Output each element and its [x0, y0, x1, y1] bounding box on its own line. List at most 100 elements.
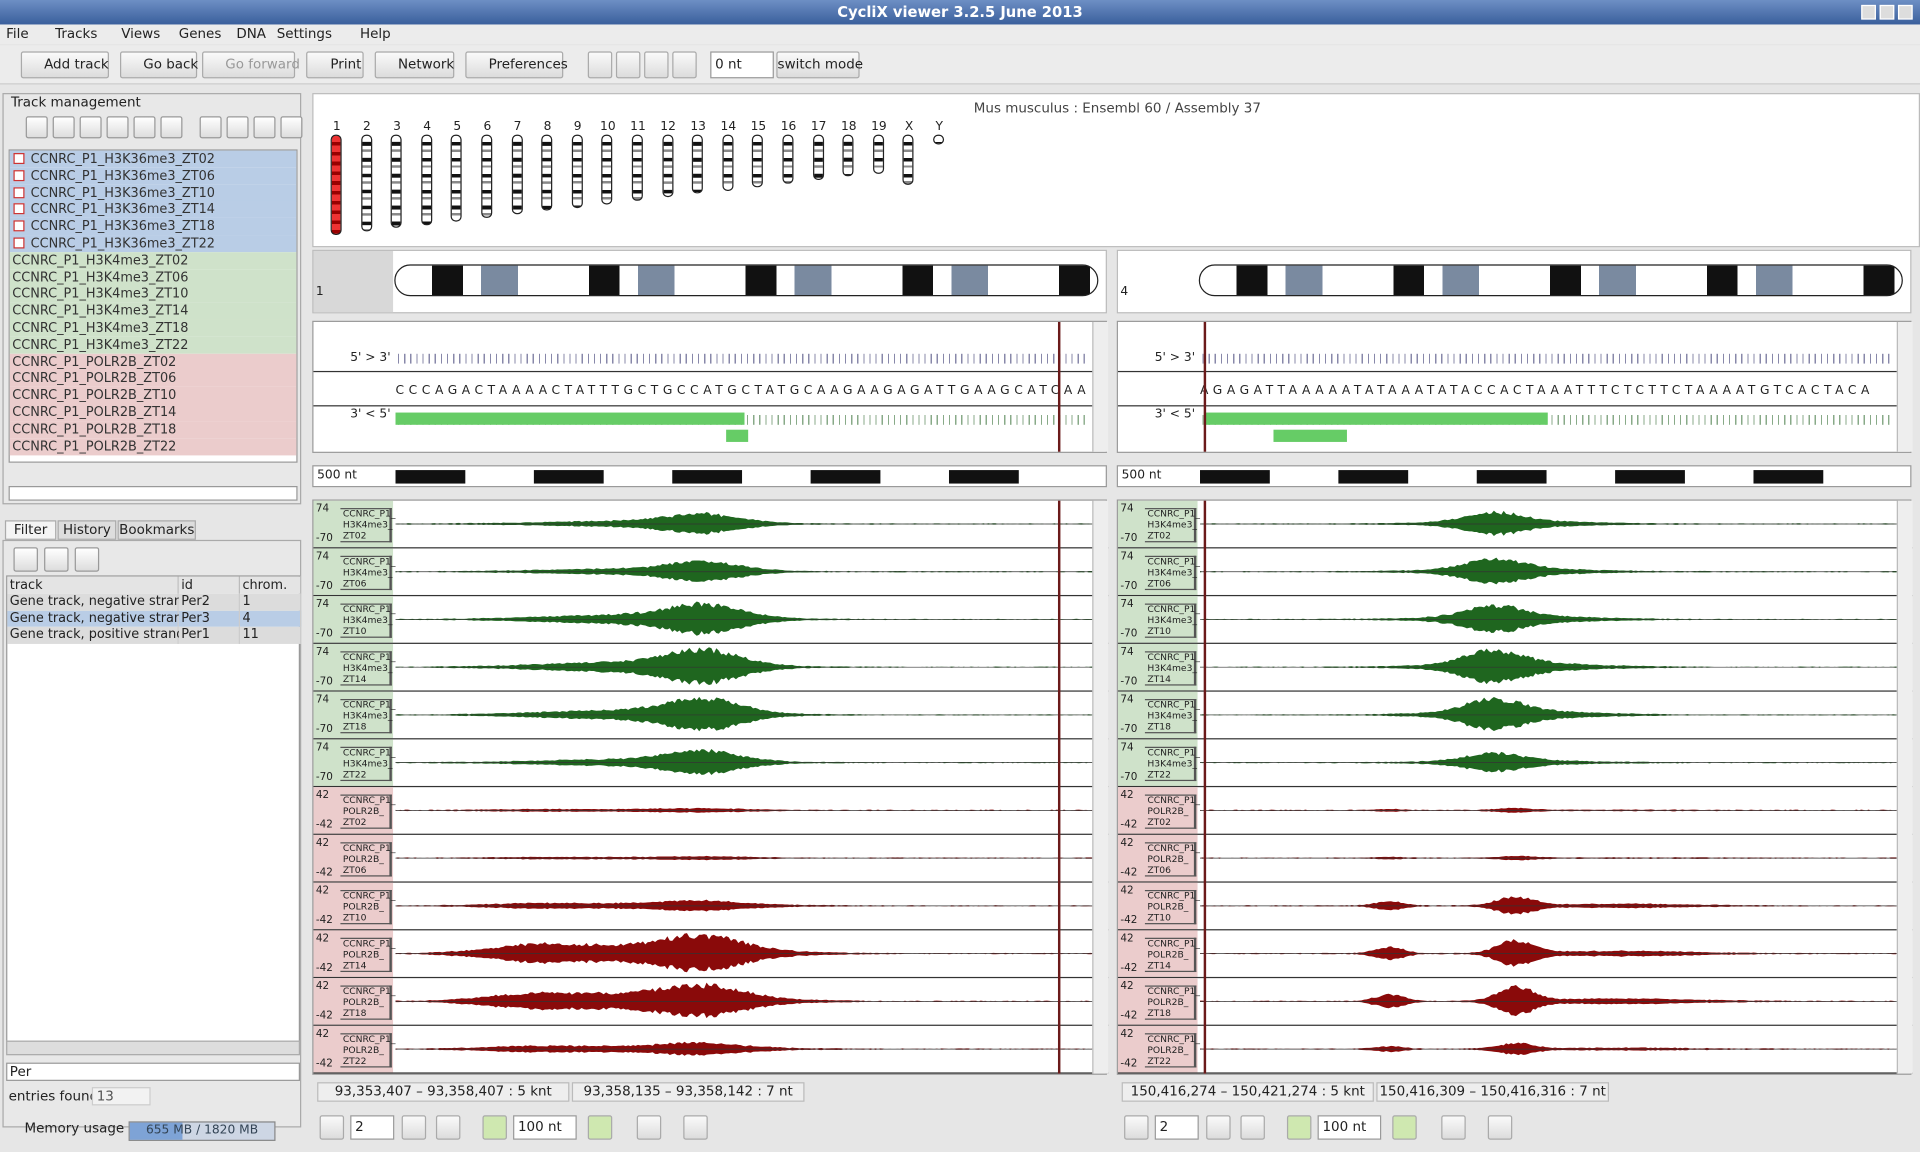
fit-button[interactable] [1240, 1115, 1265, 1140]
track-row[interactable]: CCNRC_P1_H3K4me3_ZT10 [9, 285, 297, 303]
remove-icon[interactable] [13, 169, 25, 181]
toolbar-icon[interactable] [644, 51, 669, 79]
track-row[interactable]: CCNRC_P1_H3K4me3_ZT14 [9, 302, 297, 320]
table-cell[interactable]: Per1 [178, 626, 241, 644]
step-forward[interactable] [1392, 1115, 1417, 1140]
v-scrollbar[interactable] [1896, 321, 1913, 452]
table-cell[interactable]: 4 [240, 610, 302, 627]
chromosome[interactable] [692, 134, 704, 194]
chromosome-label[interactable]: Y [935, 119, 943, 134]
menu-item[interactable]: Tracks [55, 25, 98, 42]
chromosome-label[interactable]: 4 [423, 119, 432, 134]
chromosome-label[interactable]: 2 [362, 119, 371, 134]
step-forward[interactable] [587, 1115, 613, 1140]
chromosome-label[interactable]: 12 [660, 119, 676, 134]
zoom-out[interactable] [319, 1115, 345, 1140]
zoom-in[interactable] [1206, 1115, 1231, 1140]
zoom-out[interactable] [1124, 1115, 1149, 1140]
toolbar-icon[interactable] [672, 51, 697, 79]
filter-icon[interactable] [13, 547, 38, 572]
chromosome[interactable] [812, 134, 824, 181]
menu-item[interactable]: Help [360, 25, 391, 42]
v-scrollbar[interactable] [1092, 321, 1109, 452]
track-row[interactable]: CCNRC_P1_POLR2B_ZT06 [9, 370, 297, 388]
table-cell[interactable]: Gene track, positive strand [7, 626, 184, 644]
tab[interactable]: Bookmarks [117, 520, 196, 540]
chromosome[interactable] [782, 134, 794, 184]
toolbar-icon[interactable] [587, 51, 613, 79]
toolbar-button[interactable]: Preferences [465, 51, 568, 79]
chromosome[interactable] [722, 134, 734, 191]
chromosome-label[interactable]: 14 [720, 119, 737, 134]
menu-item[interactable]: File [6, 25, 29, 42]
track-row[interactable]: CCNRC_P1_H3K4me3_ZT18 [9, 319, 297, 337]
toolbar-icon[interactable] [615, 51, 641, 79]
track-row[interactable]: CCNRC_P1_H3K36me3_ZT06 [9, 167, 297, 185]
filter-input[interactable]: Per [6, 1062, 301, 1081]
refresh[interactable] [1441, 1115, 1466, 1140]
chromosome[interactable] [390, 134, 402, 229]
table-cell[interactable]: Gene track, negative strand [7, 610, 190, 627]
zoom-field[interactable]: 2 [1154, 1115, 1199, 1140]
chromosome[interactable] [481, 134, 493, 218]
tm-icon[interactable] [226, 116, 249, 139]
tm-icon[interactable] [79, 116, 102, 139]
chromosome[interactable] [330, 134, 342, 236]
chromosome-label[interactable]: 17 [810, 119, 827, 134]
menu-item[interactable]: Views [121, 25, 161, 42]
chromosome-label[interactable]: 13 [690, 119, 706, 134]
chromosome[interactable] [933, 134, 945, 145]
tm-icon[interactable] [199, 116, 222, 139]
column-header[interactable]: chrom. [240, 576, 302, 594]
window-button[interactable] [1897, 4, 1913, 20]
chromosome[interactable] [420, 134, 432, 225]
tab[interactable]: History [57, 520, 117, 540]
tm-icon[interactable] [280, 116, 303, 139]
position-field[interactable]: 0 nt [710, 51, 774, 79]
toolbar-button[interactable]: Add track [20, 51, 109, 79]
toolbar-button[interactable]: Go back [120, 51, 198, 79]
menu-item[interactable]: Settings [276, 25, 332, 42]
chromosome-label[interactable]: 10 [600, 119, 616, 134]
chromosome[interactable] [360, 134, 372, 232]
remove-icon[interactable] [13, 220, 25, 232]
menu-item[interactable]: DNA [236, 25, 267, 42]
tab[interactable]: Filter [4, 520, 57, 540]
home[interactable] [1487, 1115, 1513, 1140]
track-row[interactable]: CCNRC_P1_H3K36me3_ZT02 [9, 150, 297, 168]
refresh[interactable] [636, 1115, 662, 1140]
track-row[interactable]: CCNRC_P1_H3K4me3_ZT02 [9, 251, 297, 270]
fit-button[interactable] [435, 1115, 461, 1140]
table-cell[interactable]: 11 [240, 626, 302, 644]
chromosome[interactable] [511, 134, 523, 215]
track-row[interactable]: CCNRC_P1_H3K36me3_ZT14 [9, 201, 297, 219]
table-cell[interactable]: Gene track, negative strand [7, 593, 190, 611]
v-scrollbar[interactable] [1896, 500, 1913, 1074]
chromosome-label[interactable]: 8 [543, 119, 552, 134]
home[interactable] [683, 1115, 708, 1140]
track-row[interactable]: CCNRC_P1_H3K36me3_ZT18 [9, 218, 297, 236]
track-row[interactable]: CCNRC_P1_POLR2B_ZT18 [9, 420, 297, 439]
track-row[interactable]: CCNRC_P1_POLR2B_ZT10 [9, 387, 297, 405]
v-scrollbar[interactable] [1092, 500, 1109, 1074]
chromosome[interactable] [451, 134, 463, 222]
tm-icon[interactable] [253, 116, 276, 139]
track-row[interactable]: CCNRC_P1_H3K4me3_ZT22 [9, 336, 297, 354]
tm-icon[interactable] [52, 116, 75, 139]
track-input[interactable] [8, 486, 298, 501]
remove-icon[interactable] [13, 237, 25, 249]
chromosome[interactable] [541, 134, 553, 212]
chromosome-label[interactable]: 19 [871, 119, 887, 134]
window-button[interactable] [1879, 4, 1895, 20]
tm-icon[interactable] [160, 116, 183, 139]
track-row[interactable]: CCNRC_P1_H3K36me3_ZT10 [9, 184, 297, 202]
chromosome[interactable] [872, 134, 884, 174]
h-scrollbar[interactable] [6, 1040, 301, 1056]
chromosome-label[interactable]: 1 [332, 119, 341, 134]
table-cell[interactable]: Per2 [178, 593, 241, 611]
chromosome[interactable] [601, 134, 613, 205]
window-button[interactable] [1861, 4, 1876, 20]
column-header[interactable]: id [178, 576, 241, 594]
tm-icon[interactable] [25, 116, 48, 139]
track-row[interactable]: CCNRC_P1_H3K4me3_ZT06 [9, 268, 297, 286]
